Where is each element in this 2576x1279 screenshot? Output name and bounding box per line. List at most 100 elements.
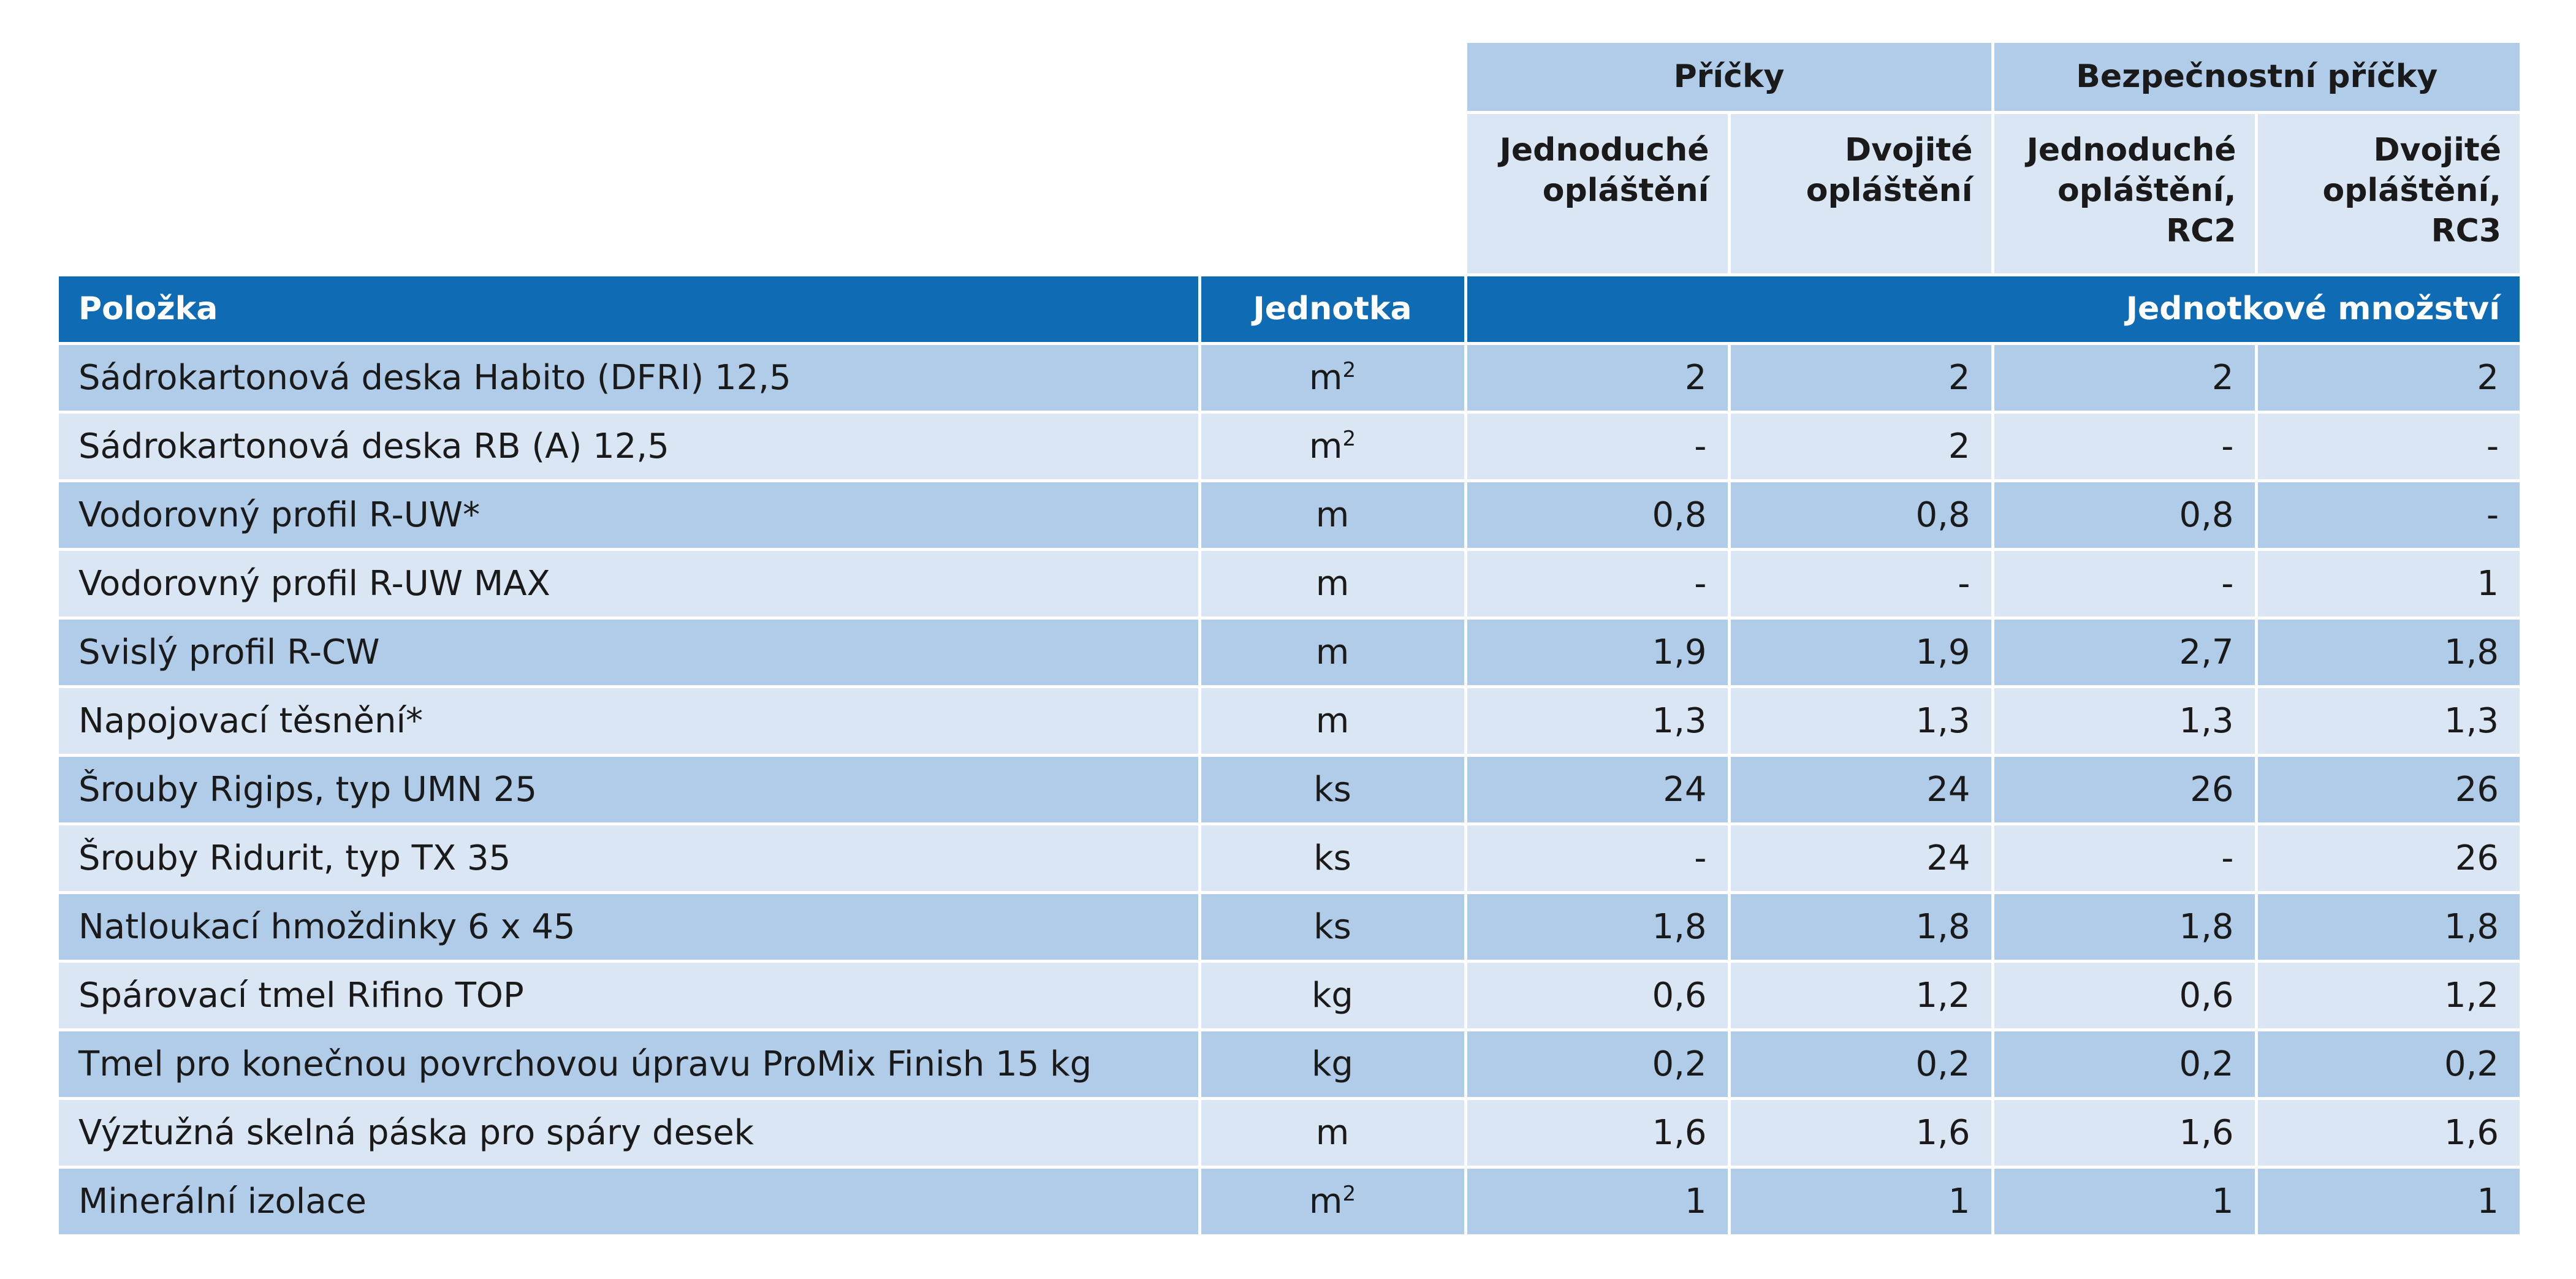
quantity-cell: 2 (1729, 412, 1994, 482)
quantity-cell: 26 (2256, 755, 2520, 825)
subheader-dvojite-rc3: Dvojité opláštění, RC3 (2256, 112, 2520, 276)
quantity-cell: 26 (2256, 824, 2520, 894)
unit-superscript: 2 (1342, 426, 1356, 451)
quantity-cell: 1 (1729, 1167, 1994, 1237)
subheader-dvojite: Dvojité opláštění (1729, 112, 1994, 276)
item-name: Šrouby Ridurit, typ TX 35 (59, 824, 1201, 894)
item-name: Tmel pro konečnou povrchovou úpravu ProM… (59, 1030, 1201, 1100)
quantity-cell: 1,8 (2256, 892, 2520, 963)
quantity-cell: - (1993, 549, 2258, 620)
subheader-jednoduche-rc2: Jednoduché opláštění, RC2 (1993, 112, 2258, 276)
quantity-cell: 1,2 (2256, 961, 2520, 1031)
quantity-cell: 0,6 (1993, 961, 2258, 1031)
item-name: Vodorovný profil R-UW MAX (59, 549, 1201, 620)
quantity-cell: 0,8 (1729, 480, 1994, 551)
quantity-cell: 2,7 (1993, 618, 2258, 688)
quantity-cell: - (1465, 549, 1731, 620)
item-name: Minerální izolace (59, 1167, 1201, 1237)
table-row: Tmel pro konečnou povrchovou úpravu ProM… (59, 1030, 2520, 1100)
quantity-cell: 0,2 (1465, 1030, 1731, 1100)
unit-label: m (1315, 495, 1350, 535)
unit-superscript: 2 (1342, 1181, 1356, 1206)
item-name: Svislý profil R-CW (59, 618, 1201, 688)
quantity-cell: 1 (2256, 549, 2520, 620)
table-row: Napojovací těsnění* m 1,3 1,3 1,3 1,3 (59, 686, 2520, 757)
unit-label: m (1315, 632, 1350, 672)
unit-label: m (1309, 426, 1343, 466)
materials-table: Příčky Bezpečnostní příčky Jednoduché op… (59, 43, 2520, 1237)
unit-label: ks (1313, 838, 1351, 878)
quantity-cell: 1 (2256, 1167, 2520, 1237)
item-name: Šrouby Rigips, typ UMN 25 (59, 755, 1201, 825)
unit-cell: m2 (1199, 343, 1467, 414)
unit-cell: kg (1199, 961, 1467, 1031)
quantity-cell: 24 (1729, 755, 1994, 825)
quantity-cell: - (2256, 412, 2520, 482)
quantity-cell: 1,8 (1465, 892, 1731, 963)
quantity-cell: 1,6 (1465, 1098, 1731, 1169)
column-header-quantity: Jednotkové množství (1465, 275, 2520, 345)
quantity-cell: - (1465, 824, 1731, 894)
quantity-cell: 1,2 (1729, 961, 1994, 1031)
subheader-jednoduche: Jednoduché opláštění (1465, 112, 1731, 276)
quantity-cell: 0,8 (1465, 480, 1731, 551)
quantity-cell: 24 (1465, 755, 1731, 825)
quantity-cell: 2 (1729, 343, 1994, 414)
unit-cell: m2 (1199, 1167, 1467, 1237)
quantity-cell: 1,6 (2256, 1098, 2520, 1169)
column-header-item: Položka (59, 275, 1201, 345)
table-row: Šrouby Rigips, typ UMN 25 ks 24 24 26 26 (59, 755, 2520, 825)
item-name: Spárovací tmel Rifino TOP (59, 961, 1201, 1031)
unit-label: m (1315, 700, 1350, 741)
quantity-cell: 2 (1465, 343, 1731, 414)
quantity-cell: 1,8 (2256, 618, 2520, 688)
unit-cell: m (1199, 480, 1467, 551)
quantity-cell: - (2256, 480, 2520, 551)
unit-label: ks (1313, 769, 1351, 810)
item-name: Natloukací hmoždinky 6 x 45 (59, 892, 1201, 963)
quantity-cell: 0,2 (1993, 1030, 2258, 1100)
unit-label: m (1315, 563, 1350, 604)
header-spacer (59, 43, 1467, 114)
table-row: Výztužná skelná páska pro spáry desek m 1,… (59, 1098, 2520, 1169)
unit-cell: m2 (1199, 412, 1467, 482)
unit-label: ks (1313, 906, 1351, 947)
group-header-pricky: Příčky (1465, 43, 1994, 114)
quantity-cell: 1,9 (1465, 618, 1731, 688)
unit-label: kg (1312, 975, 1353, 1015)
quantity-cell: 0,2 (2256, 1030, 2520, 1100)
table-row: Natloukací hmoždinky 6 x 45 ks 1,8 1,8 1,8 1,… (59, 892, 2520, 963)
table-row: Vodorovný profil R-UW* m 0,8 0,8 0,8- (59, 480, 2520, 551)
unit-label: m (1309, 1181, 1343, 1221)
item-name: Napojovací těsnění* (59, 686, 1201, 757)
group-header-bezpecnostni-pricky: Bezpečnostní příčky (1993, 43, 2520, 114)
quantity-cell: - (1729, 549, 1994, 620)
quantity-cell: 1,3 (1729, 686, 1994, 757)
quantity-cell: 2 (2256, 343, 2520, 414)
unit-cell: ks (1199, 824, 1467, 894)
quantity-cell: 1 (1465, 1167, 1731, 1237)
quantity-cell: - (1465, 412, 1731, 482)
quantity-cell: 1,3 (1465, 686, 1731, 757)
quantity-cell: 0,8 (1993, 480, 2258, 551)
table-row: Svislý profil R-CW m 1,9 1,9 2,7 1,8 (59, 618, 2520, 688)
item-name: Vodorovný profil R-UW* (59, 480, 1201, 551)
quantity-cell: 1,9 (1729, 618, 1994, 688)
unit-cell: ks (1199, 892, 1467, 963)
quantity-cell: 1,6 (1993, 1098, 2258, 1169)
quantity-cell: 1 (1993, 1167, 2258, 1237)
quantity-cell: 0,2 (1729, 1030, 1994, 1100)
unit-cell: m (1199, 686, 1467, 757)
table-row: Sádrokartonová deska Habito (DFRI) 12,5 m… (59, 343, 2520, 414)
table-row: Minerální izolace m2 1 1 1 1 (59, 1167, 2520, 1237)
unit-cell: kg (1199, 1030, 1467, 1100)
table-row: Sádrokartonová deska RB (A) 12,5 m2-2- - (59, 412, 2520, 482)
quantity-cell: - (1993, 412, 2258, 482)
item-name: Sádrokartonová deska Habito (DFRI) 12,5 (59, 343, 1201, 414)
unit-cell: m (1199, 549, 1467, 620)
quantity-cell: 1,3 (2256, 686, 2520, 757)
header-spacer (59, 112, 1467, 276)
unit-label: m (1309, 357, 1343, 398)
unit-superscript: 2 (1342, 357, 1356, 382)
quantity-cell: 26 (1993, 755, 2258, 825)
